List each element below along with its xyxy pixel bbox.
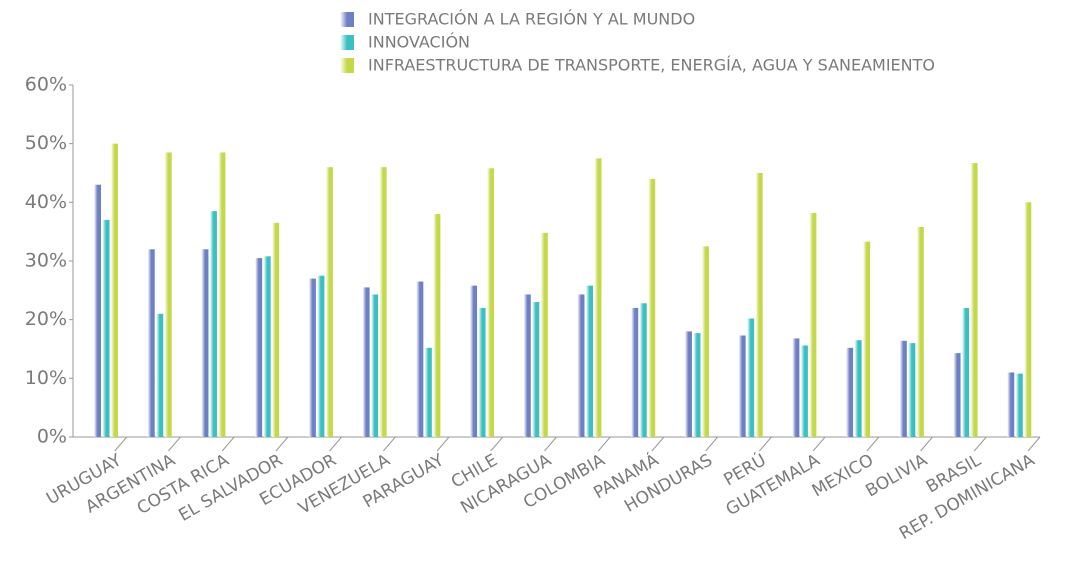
bar: [487, 168, 495, 437]
legend-swatch: [340, 35, 354, 50]
bar: [962, 307, 970, 437]
bar: [523, 294, 531, 437]
bar: [648, 178, 656, 437]
x-tick: [1027, 436, 1041, 452]
x-tick: [221, 436, 235, 452]
bar: [532, 302, 540, 437]
bar: [846, 347, 854, 437]
bar: [684, 331, 692, 437]
x-tick: [812, 436, 826, 452]
x-tick: [920, 436, 933, 452]
x-tick: [168, 436, 181, 452]
bar: [1024, 202, 1032, 437]
bar: [263, 256, 271, 437]
bar: [747, 318, 755, 437]
bar: [362, 287, 370, 437]
x-tick: [597, 436, 611, 452]
bar: [201, 249, 209, 437]
bar: [863, 241, 871, 437]
y-tick-label: 20%: [25, 308, 67, 330]
bar: [325, 167, 333, 437]
bar: [755, 173, 763, 437]
bar: [1007, 372, 1015, 437]
bar: [639, 303, 647, 437]
bar: [738, 335, 746, 437]
y-tick-label: 40%: [25, 191, 67, 213]
y-tick-label: 0%: [37, 426, 67, 448]
legend-label: INFRAESTRUCTURA DE TRANSPORTE, ENERGÍA, …: [368, 56, 935, 75]
bar: [111, 143, 118, 437]
bar: [209, 211, 217, 437]
bar: [147, 249, 155, 437]
bar: [94, 184, 101, 437]
bar: [272, 222, 280, 437]
bar: [416, 281, 424, 437]
bar: [899, 340, 907, 437]
bar: [854, 340, 862, 437]
bar: [594, 158, 602, 438]
bar: [371, 294, 379, 437]
y-tick-label: 60%: [25, 74, 67, 96]
x-tick: [382, 436, 396, 452]
bar: [693, 333, 701, 437]
bar: [218, 152, 226, 437]
legend-swatch: [340, 12, 354, 27]
bar: [970, 163, 978, 437]
bar: [800, 345, 808, 437]
bar: [540, 232, 548, 437]
bar: [317, 275, 325, 437]
x-tick: [490, 436, 504, 452]
bar: [478, 307, 486, 437]
bar: [102, 219, 110, 437]
x-tick: [651, 436, 665, 452]
bar: [701, 246, 709, 437]
bar: [809, 212, 817, 437]
bar: [156, 313, 164, 437]
bar: [433, 214, 441, 437]
x-tick: [329, 436, 342, 452]
bar: [255, 258, 263, 437]
x-tick-label: BOLIVIA: [862, 450, 931, 501]
x-tick: [275, 436, 289, 452]
bar: [308, 278, 316, 437]
y-tick-label: 50%: [25, 132, 67, 154]
x-tick: [436, 436, 450, 452]
bar: [792, 338, 800, 437]
x-tick: [759, 436, 772, 452]
bar: [586, 285, 593, 437]
legend-swatch: [340, 58, 354, 73]
bar: [577, 294, 585, 437]
bar: [908, 343, 916, 437]
x-tick: [973, 436, 987, 452]
legend-label: INTEGRACIÓN A LA REGIÓN Y AL MUNDO: [368, 10, 695, 29]
bar: [1015, 373, 1023, 437]
bar: [631, 307, 639, 437]
x-tick: [866, 436, 880, 452]
x-tick: [544, 436, 557, 452]
y-tick-label: 30%: [25, 250, 67, 272]
bar: [164, 152, 172, 437]
legend-label: INNOVACIÓN: [368, 33, 470, 52]
x-tick: [114, 436, 128, 452]
y-tick-label: 10%: [25, 367, 67, 389]
bar: [424, 347, 432, 437]
bar: [379, 167, 387, 437]
bar: [916, 226, 924, 437]
bar: [953, 353, 961, 437]
bar: [470, 285, 478, 437]
x-tick: [705, 436, 719, 452]
